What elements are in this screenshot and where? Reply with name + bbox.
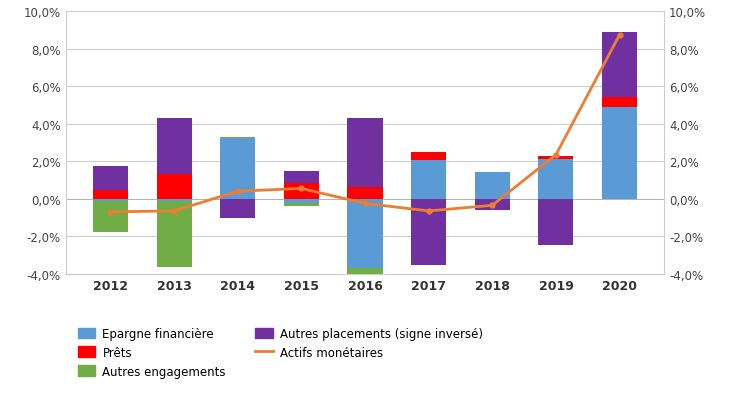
Bar bbox=[220, 139, 255, 199]
Bar bbox=[347, 187, 383, 199]
Bar bbox=[220, 199, 255, 219]
Bar bbox=[539, 156, 574, 160]
Bar bbox=[156, 199, 191, 201]
Bar bbox=[347, 199, 383, 268]
Bar bbox=[347, 268, 383, 275]
Bar bbox=[284, 183, 319, 199]
Bar bbox=[411, 153, 446, 161]
Bar bbox=[93, 201, 128, 232]
Bar bbox=[602, 108, 637, 199]
Bar bbox=[156, 119, 191, 175]
Bar bbox=[347, 119, 383, 187]
Bar bbox=[474, 199, 510, 211]
Bar bbox=[602, 33, 637, 97]
Bar bbox=[411, 199, 446, 265]
Bar bbox=[156, 175, 191, 199]
Bar bbox=[93, 166, 128, 191]
Bar bbox=[602, 97, 637, 108]
Bar bbox=[284, 171, 319, 183]
Bar bbox=[474, 172, 510, 199]
Bar bbox=[284, 204, 319, 207]
Bar bbox=[411, 161, 446, 199]
Bar bbox=[93, 199, 128, 201]
Bar bbox=[220, 137, 255, 139]
Legend: Epargne financière, Prêts, Autres engagements, Autres placements (signe inversé): Epargne financière, Prêts, Autres engage… bbox=[77, 327, 483, 378]
Bar bbox=[539, 199, 574, 245]
Bar bbox=[284, 199, 319, 204]
Bar bbox=[539, 160, 574, 199]
Bar bbox=[156, 201, 191, 267]
Bar bbox=[93, 191, 128, 199]
